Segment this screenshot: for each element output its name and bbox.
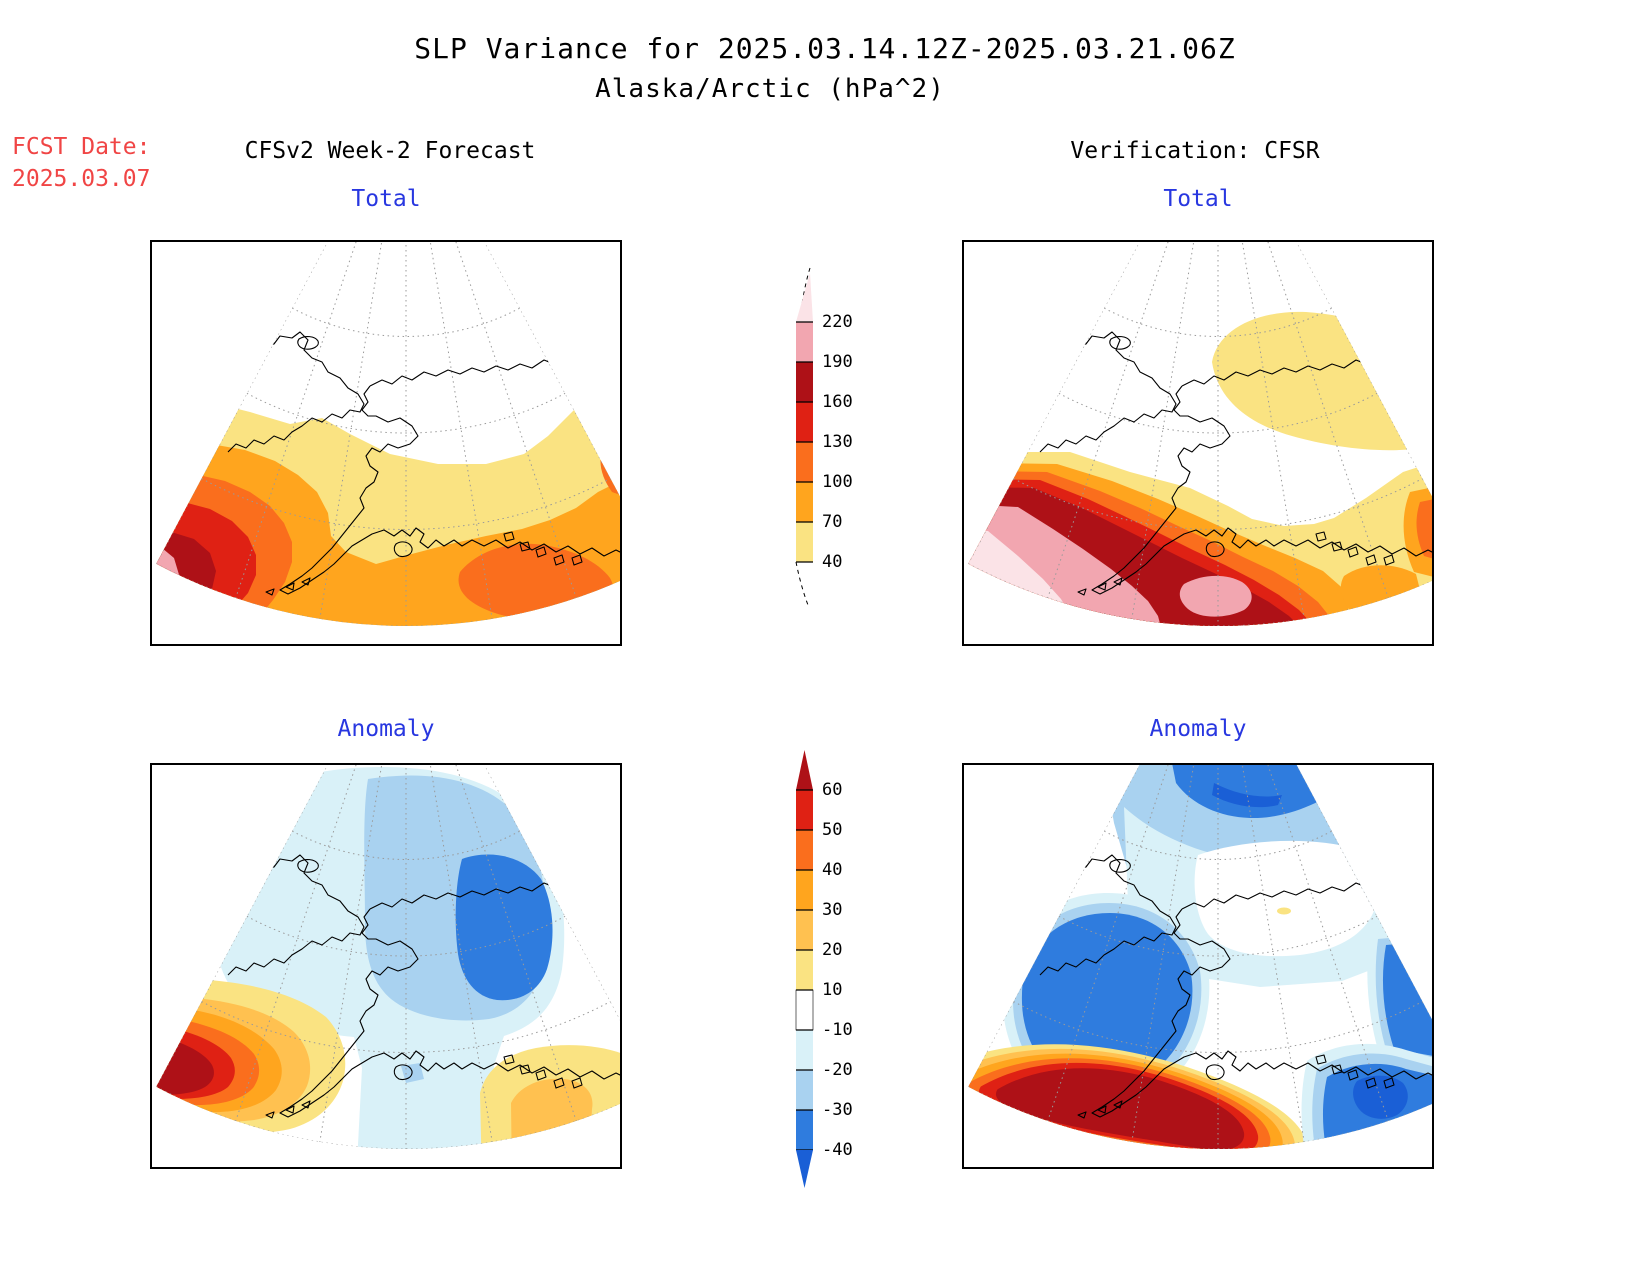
colorbar-total-tick-5: 70 (822, 512, 843, 532)
colorbar-anomaly-tick-0: 60 (822, 780, 843, 800)
column-header-verification: Verification: CFSR (1070, 138, 1320, 164)
forecast-date-label: FCST Date: (12, 134, 151, 160)
colorbar-anomaly-tick-4: 20 (822, 940, 843, 960)
contours-verification-total (968, 240, 1434, 626)
map-frame (962, 240, 1434, 646)
anomaly-hot-blob (968, 1044, 1308, 1149)
colorbar-total-tick-3: 130 (822, 432, 853, 452)
colorbar-anomaly-tick-9: -40 (822, 1140, 853, 1160)
panel-title-verification-total: Total (1163, 186, 1233, 212)
colorbar-anomaly-tick-3: 30 (822, 900, 843, 920)
contours-verification-anomaly (968, 763, 1434, 1149)
column-header-forecast: CFSv2 Week-2 Forecast (244, 138, 536, 164)
colorbar-anomaly-tick-5: 10 (822, 980, 843, 1000)
colorbar-total-tick-0: 220 (822, 312, 853, 332)
colorbar-anomaly-tick-7: -20 (822, 1060, 853, 1080)
colorbar-anomaly-tick-2: 40 (822, 860, 843, 880)
colorbar-anomaly-under-bottom (796, 1150, 813, 1188)
map-panel-forecast-total (150, 240, 622, 646)
map-frame (150, 763, 622, 1169)
forecast-date-value: 2025.03.07 (12, 166, 151, 192)
map-panel-forecast-anomaly (150, 763, 622, 1169)
page-title: SLP Variance for 2025.03.14.12Z-2025.03.… (414, 32, 1236, 65)
colorbar-total (795, 267, 813, 606)
panel-title-verification-anomaly: Anomaly (1149, 716, 1247, 742)
colorbar-total-tick-2: 160 (822, 392, 853, 412)
colorbar-total-tick-4: 100 (822, 472, 853, 492)
colorbar-total-over-top (796, 273, 813, 322)
colorbar-anomaly-tick-1: 50 (822, 820, 843, 840)
panel-title-forecast-total: Total (351, 186, 421, 212)
colorbar-anomaly-tick-8: -30 (822, 1100, 853, 1120)
colorbar-anomaly-over-top (796, 750, 813, 790)
map-panel-verification-total (962, 240, 1434, 646)
contours-forecast-anomaly (156, 763, 622, 1149)
colorbar-total-tick-1: 190 (822, 352, 853, 372)
colorbar-anomaly-tick-6: -10 (822, 1020, 853, 1040)
colorbar-total-tick-6: 40 (822, 552, 843, 572)
page-subtitle: Alaska/Arctic (hPa^2) (595, 74, 945, 104)
map-frame (150, 240, 622, 646)
panel-title-forecast-anomaly: Anomaly (337, 716, 435, 742)
map-panel-verification-anomaly (962, 763, 1434, 1169)
colorbar-anomaly (795, 750, 814, 1188)
map-frame (962, 763, 1434, 1169)
forecast-date: FCST Date: 2025.03.07 (12, 131, 150, 195)
contours-forecast-total (156, 240, 622, 626)
